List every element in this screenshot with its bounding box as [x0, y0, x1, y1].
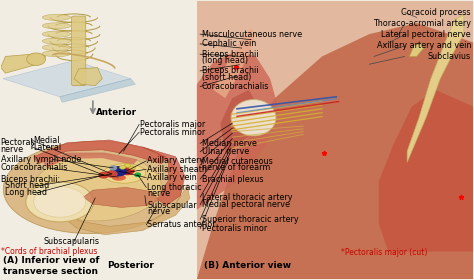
Polygon shape: [60, 79, 136, 102]
Text: nerve: nerve: [0, 145, 24, 154]
Polygon shape: [143, 147, 185, 206]
Circle shape: [107, 171, 117, 177]
Text: Ulnar nerve: Ulnar nerve: [201, 147, 249, 156]
Ellipse shape: [231, 100, 276, 136]
Text: Axillary artery and vein: Axillary artery and vein: [376, 41, 471, 50]
Text: Brachial plexus: Brachial plexus: [201, 174, 263, 183]
Text: Lateral pectoral nerve: Lateral pectoral nerve: [381, 30, 471, 39]
Ellipse shape: [42, 45, 71, 51]
Text: Coracoid process: Coracoid process: [401, 8, 471, 17]
Text: Coracobrachialis: Coracobrachialis: [201, 82, 269, 91]
Circle shape: [119, 165, 126, 169]
Text: Subscapularis: Subscapularis: [43, 237, 99, 246]
Text: Subclavius: Subclavius: [428, 52, 471, 61]
Text: Axillary artery: Axillary artery: [147, 157, 204, 165]
Text: *Pectoralis major (cut): *Pectoralis major (cut): [341, 248, 428, 257]
Polygon shape: [34, 140, 166, 164]
Polygon shape: [379, 90, 474, 251]
Ellipse shape: [103, 164, 146, 183]
Circle shape: [99, 172, 109, 178]
Text: Anterior: Anterior: [96, 108, 137, 117]
Text: nerve of forearm: nerve of forearm: [201, 163, 270, 172]
Ellipse shape: [42, 38, 71, 44]
Text: Axillary sheath: Axillary sheath: [147, 165, 207, 174]
Text: Subscapular: Subscapular: [147, 201, 197, 210]
Text: Pectoralis minor: Pectoralis minor: [201, 224, 267, 233]
Circle shape: [34, 186, 86, 217]
Text: Medial: Medial: [33, 136, 59, 145]
Text: (short head): (short head): [201, 73, 251, 81]
Text: Musculocutaneous nerve: Musculocutaneous nerve: [201, 30, 301, 39]
Ellipse shape: [42, 23, 71, 29]
Text: Serratus anterior: Serratus anterior: [147, 220, 216, 230]
Text: Thoraco-acromial artery: Thoraco-acromial artery: [373, 19, 471, 28]
Polygon shape: [43, 153, 138, 168]
Text: Posterior: Posterior: [107, 262, 154, 270]
Circle shape: [111, 167, 127, 176]
Text: Biceps brachii: Biceps brachii: [201, 50, 258, 59]
Circle shape: [135, 173, 141, 176]
Text: Short head: Short head: [5, 181, 50, 190]
Ellipse shape: [27, 53, 46, 66]
Polygon shape: [407, 15, 464, 162]
Text: Pectoral: Pectoral: [0, 138, 34, 147]
Ellipse shape: [42, 51, 71, 57]
Text: Biceps brachii: Biceps brachii: [201, 66, 258, 75]
Ellipse shape: [34, 154, 161, 221]
Polygon shape: [83, 187, 159, 207]
Polygon shape: [3, 60, 131, 97]
Text: Medial pectoral nerve: Medial pectoral nerve: [201, 200, 290, 209]
Text: (A) Inferior view of
transverse section: (A) Inferior view of transverse section: [3, 256, 100, 276]
Text: Cephalic vein: Cephalic vein: [201, 39, 256, 48]
Text: Median nerve: Median nerve: [201, 139, 256, 148]
Text: Pectoralis minor: Pectoralis minor: [140, 128, 205, 137]
Text: nerve: nerve: [147, 189, 170, 198]
Text: Superior thoracic artery: Superior thoracic artery: [201, 215, 298, 224]
Text: *Cords of brachial plexus: *Cords of brachial plexus: [0, 247, 97, 256]
Text: nerve: nerve: [147, 207, 170, 216]
Text: Long head: Long head: [5, 188, 47, 197]
Ellipse shape: [42, 31, 71, 37]
Polygon shape: [74, 67, 102, 86]
Polygon shape: [213, 29, 256, 98]
Polygon shape: [0, 54, 46, 73]
Text: Lateral: Lateral: [33, 143, 61, 152]
Circle shape: [110, 166, 117, 170]
Ellipse shape: [112, 174, 126, 181]
Circle shape: [26, 182, 94, 222]
Circle shape: [121, 167, 134, 174]
Text: (B) Anterior view: (B) Anterior view: [204, 262, 291, 270]
Ellipse shape: [3, 141, 182, 234]
Circle shape: [129, 166, 136, 170]
Text: Lateral thoracic artery: Lateral thoracic artery: [201, 193, 292, 202]
Polygon shape: [410, 44, 424, 56]
Polygon shape: [220, 90, 258, 154]
Polygon shape: [50, 185, 190, 235]
Text: Axillary lymph node: Axillary lymph node: [0, 155, 81, 164]
Polygon shape: [197, 23, 474, 279]
Text: Pectoralis major: Pectoralis major: [140, 120, 205, 129]
Text: Axillary vein: Axillary vein: [147, 173, 197, 182]
Ellipse shape: [42, 14, 71, 20]
Polygon shape: [197, 1, 474, 279]
Text: Coracobrachialis: Coracobrachialis: [0, 163, 68, 172]
Text: Long thoracic: Long thoracic: [147, 183, 202, 192]
Polygon shape: [197, 51, 280, 210]
Circle shape: [124, 164, 131, 168]
Text: (long head): (long head): [201, 56, 248, 65]
Text: Medial cutaneous: Medial cutaneous: [201, 157, 272, 166]
FancyBboxPatch shape: [72, 16, 86, 86]
Text: Biceps brachii:: Biceps brachii:: [0, 174, 60, 183]
